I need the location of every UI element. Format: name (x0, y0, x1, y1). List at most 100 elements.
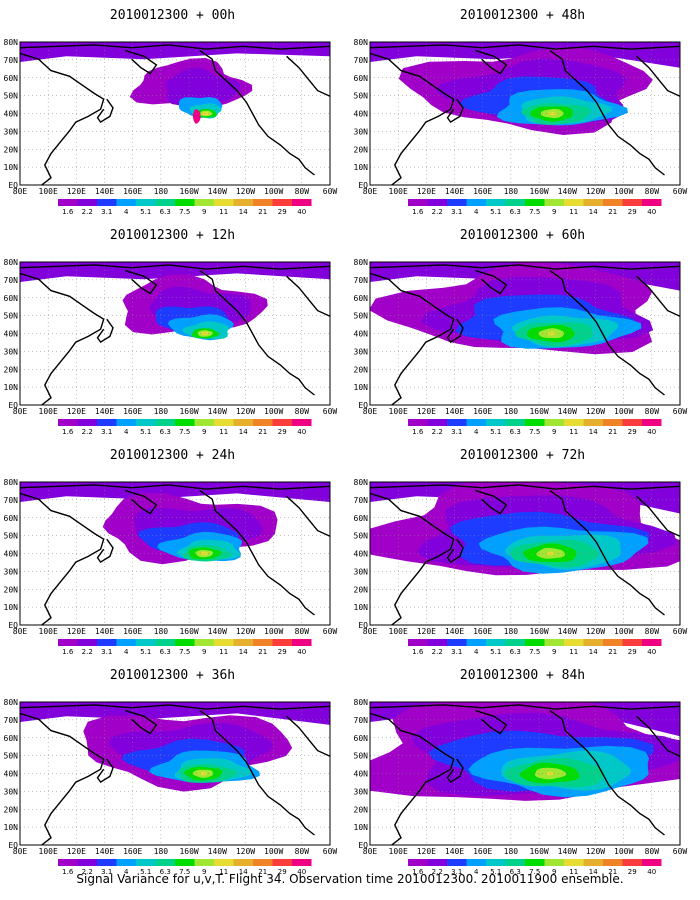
colorbar-label: 4 (474, 428, 479, 435)
coastline (446, 758, 464, 784)
lat-label: 60N (354, 514, 369, 523)
colorbar-swatch (253, 859, 273, 866)
panel-title: 2010012300 + 36h (109, 668, 236, 683)
coastline (20, 712, 105, 845)
colorbar-swatch (116, 199, 136, 206)
colorbar-label: 11 (219, 428, 228, 435)
coastline (96, 758, 114, 784)
colorbar-swatch (642, 639, 662, 646)
lon-label: 100W (264, 847, 283, 856)
colorbar-label: 11 (569, 208, 578, 215)
lon-label: 120W (236, 187, 255, 196)
coastline (199, 490, 315, 616)
lon-label: 60W (323, 187, 338, 196)
coastline (125, 269, 158, 295)
colorbar-swatch (175, 419, 195, 426)
colorbar-swatch (175, 859, 195, 866)
colorbar-swatch (77, 639, 97, 646)
colorbar-label: 2.2 (82, 208, 93, 215)
coastline (286, 275, 330, 317)
colorbar-label: 5.1 (490, 648, 501, 655)
colorbar-label: 5.1 (490, 208, 501, 215)
colorbar-label: 9 (552, 208, 556, 215)
colorbar-swatch (427, 419, 447, 426)
lat-label: 40N (4, 550, 19, 559)
lon-label: 160W (179, 187, 198, 196)
colorbar-label: 29 (628, 208, 637, 215)
colorbar-label: 9 (552, 648, 556, 655)
lat-label: 80N (354, 698, 369, 707)
colorbar-swatch (427, 859, 447, 866)
colorbar-label: 3.1 (101, 428, 112, 435)
lat-label: 20N (4, 145, 19, 154)
colorbar-label: 9 (552, 868, 556, 875)
lon-label: 160E (123, 627, 142, 636)
colorbar-swatch (194, 639, 214, 646)
lon-label: 120W (236, 847, 255, 856)
lat-label: 10N (354, 163, 369, 172)
colorbar-swatch (505, 199, 525, 206)
colorbar-swatch (97, 859, 117, 866)
colorbar-swatch (408, 639, 428, 646)
lat-label: EQ (8, 621, 18, 630)
colorbar-label: 40 (647, 428, 656, 435)
colorbar-label: 3.1 (451, 208, 462, 215)
lon-label: 140E (445, 847, 464, 856)
colorbar-swatch (408, 199, 428, 206)
colorbar-swatch (58, 859, 78, 866)
lat-label: 60N (354, 74, 369, 83)
map-panel: 2010012300 + 72h 80N 70N 60N 50N 40N 30N 20N 10N… (350, 440, 695, 655)
lat-label: 60N (354, 734, 369, 743)
colorbar-label: 4 (124, 868, 129, 875)
colorbar-label: 5.1 (140, 208, 151, 215)
colorbar-label: 3.1 (101, 648, 112, 655)
variance-contour (548, 111, 557, 116)
coastline (125, 49, 158, 75)
colorbar-label: 7.5 (179, 868, 190, 875)
lat-label: 30N (4, 787, 19, 796)
lon-label: 80W (295, 627, 310, 636)
lat-label: 30N (4, 127, 19, 136)
lon-label: 100W (264, 407, 283, 416)
coastline (636, 55, 680, 97)
colorbar-swatch (447, 639, 467, 646)
colorbar-swatch (194, 419, 214, 426)
lat-label: 60N (4, 734, 19, 743)
lat-label: 20N (354, 585, 369, 594)
lon-label: 140E (95, 187, 114, 196)
lat-label: 40N (354, 550, 369, 559)
colorbar-label: 21 (608, 208, 617, 215)
lat-label: EQ (358, 841, 368, 850)
colorbar-swatch (447, 419, 467, 426)
lon-label: 160E (473, 407, 492, 416)
lon-label: 140E (95, 407, 114, 416)
colorbar-label: 40 (647, 648, 656, 655)
colorbar-label: 7.5 (529, 428, 540, 435)
coastline (370, 704, 680, 710)
colorbar-swatch (77, 859, 97, 866)
colorbar-label: 5.1 (140, 428, 151, 435)
lon-label: 120E (417, 187, 436, 196)
colorbar-label: 2.2 (432, 208, 443, 215)
coastline (370, 492, 455, 625)
colorbar-label: 6.3 (160, 208, 171, 215)
colorbar-swatch (97, 199, 117, 206)
lat-label: EQ (8, 841, 18, 850)
coastline (636, 495, 680, 537)
colorbar-label: 4 (124, 648, 129, 655)
panel-title: 2010012300 + 00h (109, 8, 236, 23)
lat-label: 30N (354, 347, 369, 356)
map-panel: 2010012300 + 60h 80N 70N 60N 50N 40N 30N 20N 10N… (350, 220, 695, 435)
colorbar-swatch (486, 859, 506, 866)
colorbar-label: 29 (278, 208, 287, 215)
colorbar-label: 9 (202, 208, 206, 215)
lon-label: 100E (389, 627, 408, 636)
lon-label: 140W (208, 187, 227, 196)
coastline (199, 50, 315, 176)
colorbar-swatch (466, 639, 486, 646)
colorbar-label: 5.1 (140, 648, 151, 655)
